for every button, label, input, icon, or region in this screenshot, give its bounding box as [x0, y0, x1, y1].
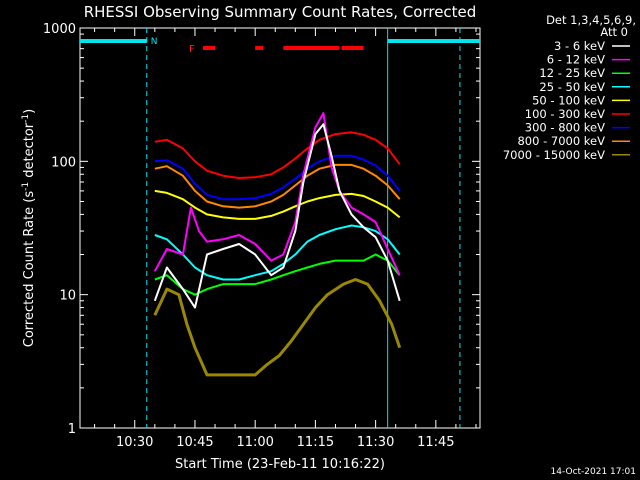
- series-line-1: [153, 123, 401, 309]
- y-tick-label: 1: [68, 422, 76, 437]
- x-tick-label: 10:30: [116, 435, 153, 450]
- x-tick-label: 11:15: [297, 435, 334, 450]
- night-indicator: N: [80, 28, 480, 428]
- legend-label: 6 - 12 keV: [547, 53, 605, 67]
- flare-indicator: F: [189, 44, 364, 55]
- legend-label: 7000 - 15000 keV: [503, 148, 605, 162]
- legend-header-attenuator: Att 0: [600, 25, 628, 39]
- legend-label: 12 - 25 keV: [539, 66, 605, 80]
- y-tick-label: 10: [59, 289, 76, 304]
- legend-label: 3 - 6 keV: [554, 39, 605, 53]
- y-tick-labels: 1 10 100 1000: [43, 22, 76, 437]
- axis-ticks: [80, 28, 480, 429]
- x-tick-label: 10:45: [176, 435, 213, 450]
- series-line-3: [154, 253, 401, 296]
- x-tick-label: 11:00: [236, 435, 273, 450]
- y-tick-label: 1000: [43, 22, 76, 37]
- legend-label: 300 - 800 keV: [525, 121, 605, 135]
- night-label: N: [151, 37, 158, 47]
- plot-frame: [79, 27, 481, 429]
- y-axis-label: Corrected Count Rate (s-1 detector-1): [21, 109, 37, 347]
- series-line-8: [154, 163, 401, 209]
- y-tick-label: 100: [51, 155, 76, 170]
- timestamp: 14-Oct-2021 17:01: [551, 467, 636, 477]
- flare-label: F: [189, 44, 195, 55]
- chart-title: RHESSI Observing Summary Count Rates, Co…: [84, 3, 477, 21]
- legend-label: 800 - 7000 keV: [517, 134, 605, 148]
- series-line-6: [154, 131, 401, 179]
- series-line-2: [153, 112, 401, 276]
- series-line-7: [154, 154, 401, 201]
- x-tick-label: 11:45: [417, 435, 454, 450]
- legend-label: 25 - 50 keV: [539, 80, 605, 94]
- legend-label: 50 - 100 keV: [532, 93, 605, 107]
- series-line-9: [153, 278, 402, 377]
- series-line-5: [154, 189, 401, 220]
- legend-label: 100 - 300 keV: [525, 107, 605, 121]
- series-lines: [153, 112, 402, 377]
- x-axis-label: Start Time (23-Feb-11 10:16:22): [175, 457, 385, 472]
- x-tick-labels: 10:30 10:45 11:00 11:15 11:30 11:45: [116, 435, 455, 450]
- x-tick-label: 11:30: [357, 435, 394, 450]
- legend-header-detectors: Det 1,3,4,5,6,9,: [546, 13, 636, 27]
